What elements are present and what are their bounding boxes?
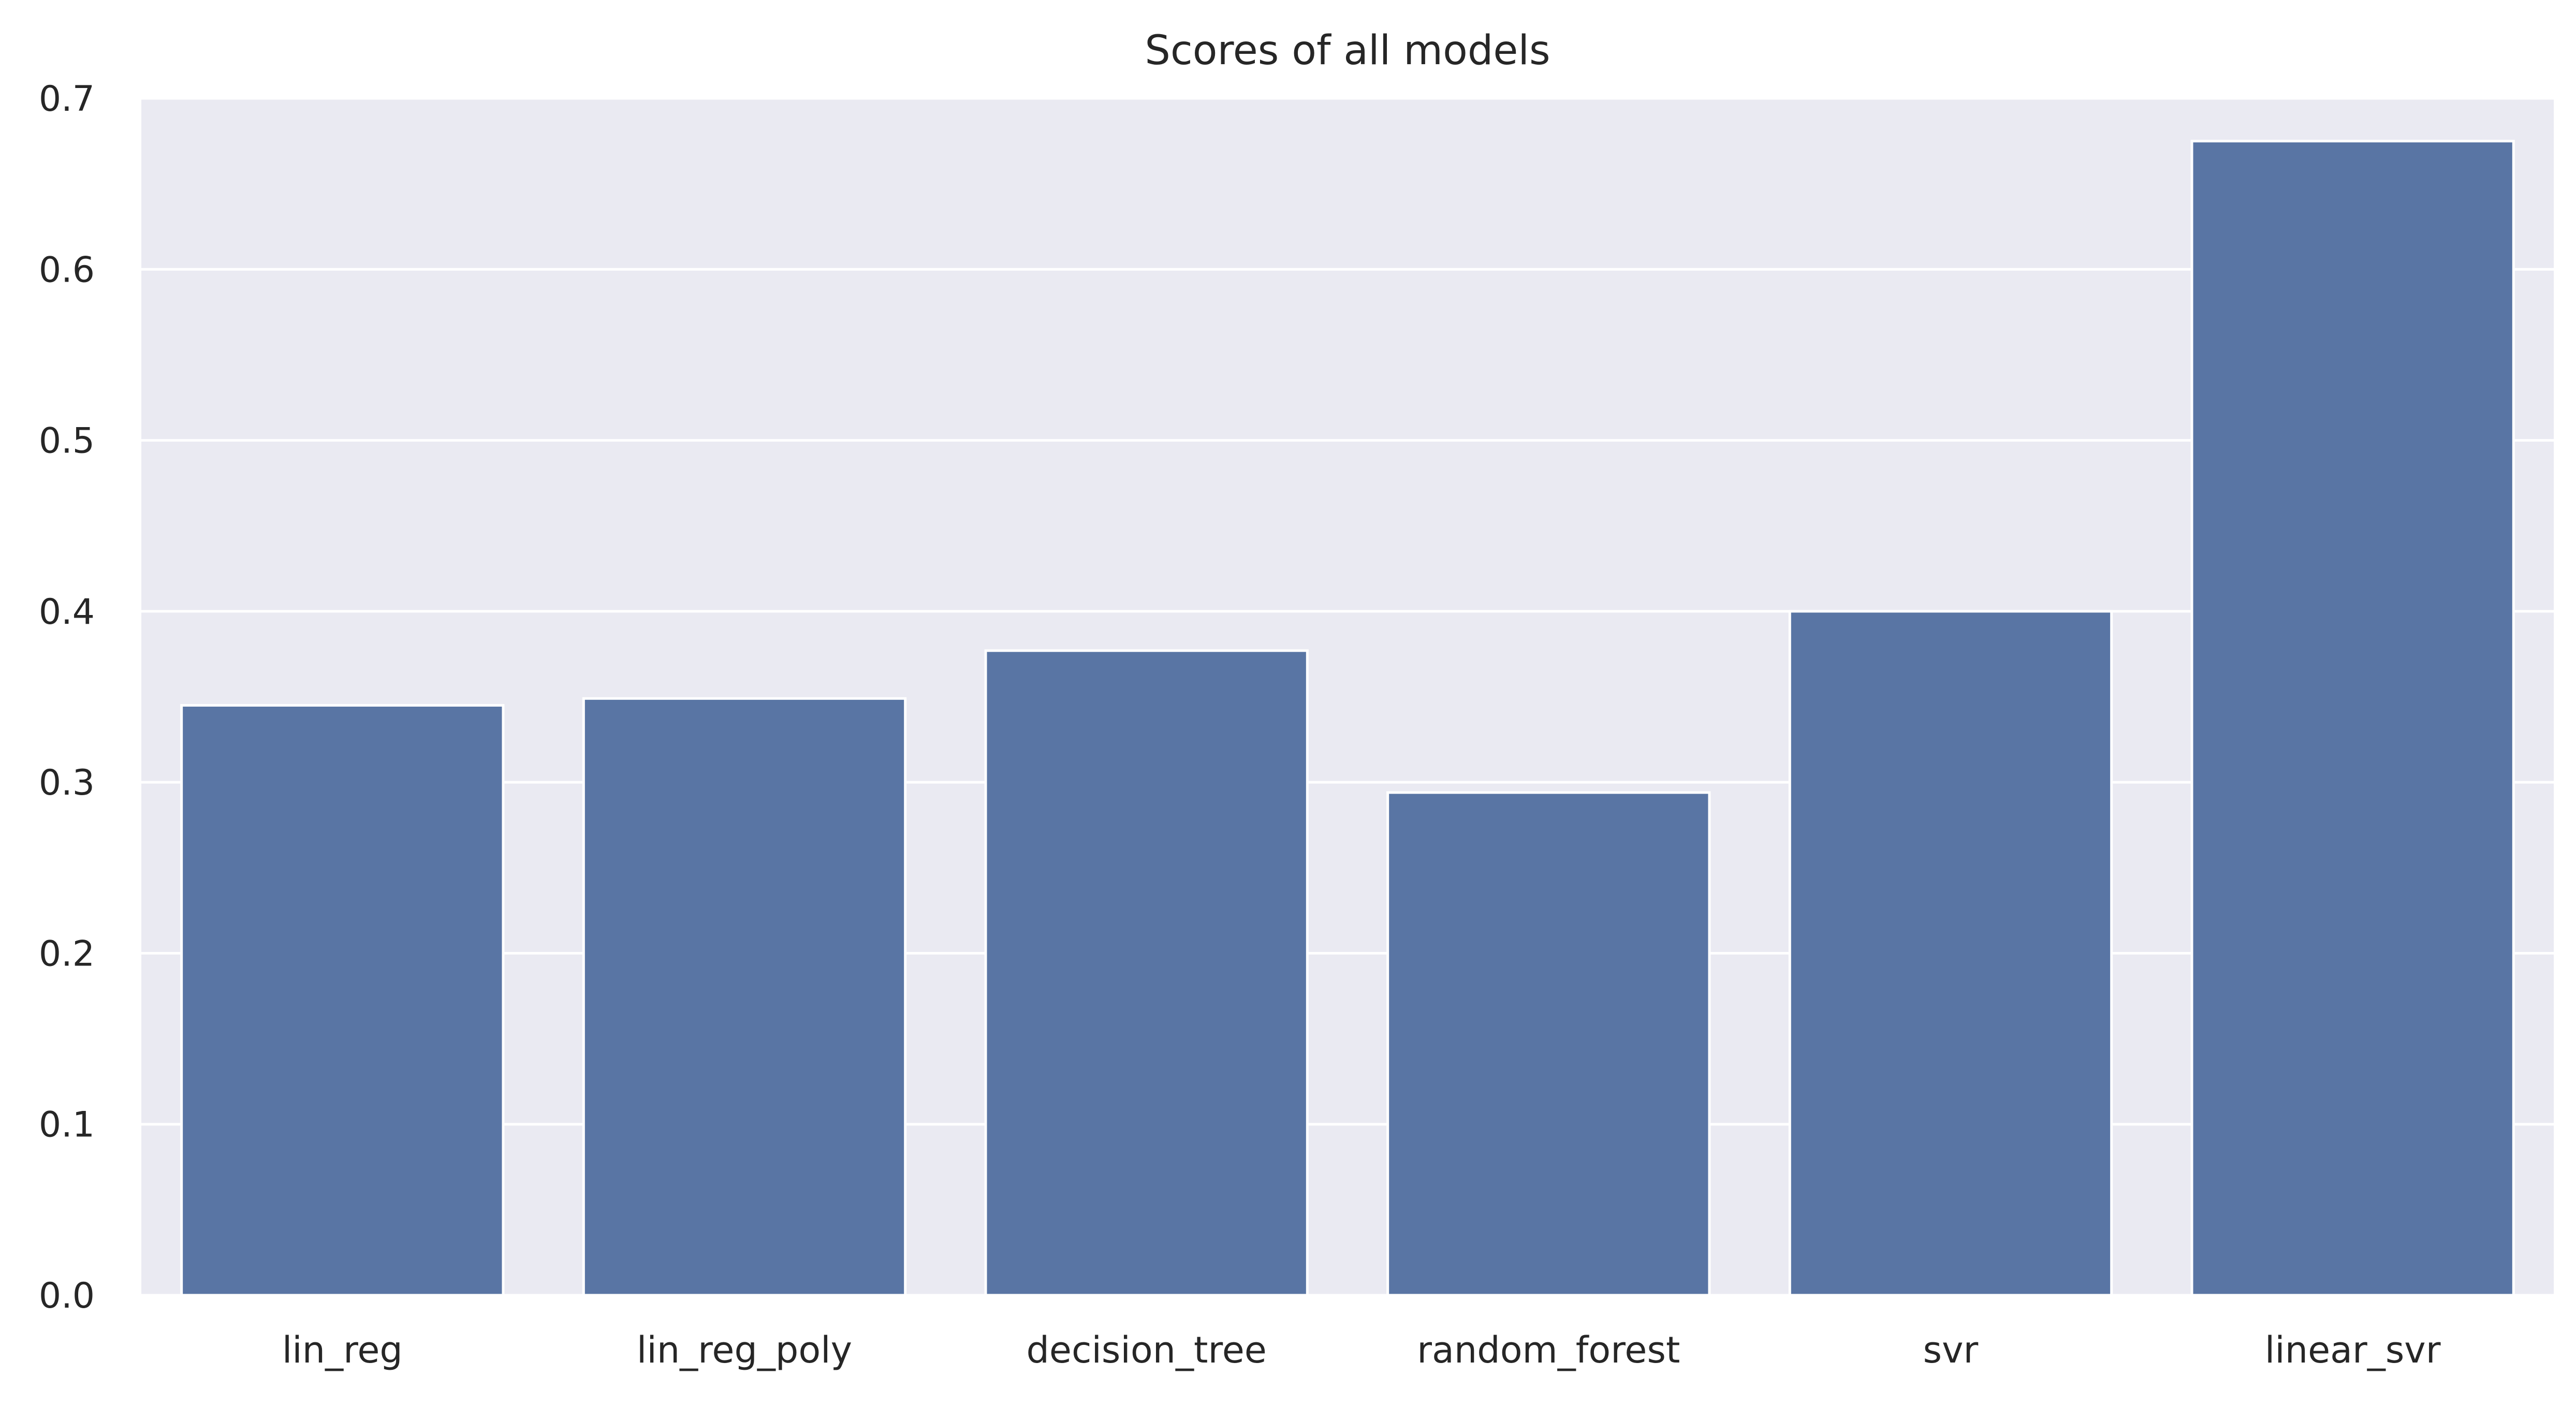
bar-lin-reg [180,704,505,1297]
bar-random-forest [1386,791,1711,1297]
x-tick-label: linear_svr [2265,1329,2441,1371]
y-tick-label: 0.7 [39,79,95,120]
bar-decision-tree [984,649,1309,1297]
y-tick-label: 0.5 [39,421,95,462]
bar-linear-svr [2190,140,2515,1297]
y-tick-label: 0.1 [39,1105,95,1146]
x-tick-label: lin_reg [282,1329,403,1371]
bar-svr [1788,610,2113,1297]
plot-area [141,98,2554,1295]
y-tick-label: 0.4 [39,592,95,633]
x-tick-label: lin_reg_poly [637,1329,852,1371]
y-axis-ticks: 0.0 0.1 0.2 0.3 0.4 0.5 0.6 0.7 [39,79,95,1316]
gridlines [141,97,2554,1297]
y-tick-label: 0.0 [39,1276,95,1316]
bar-lin-reg-poly [582,697,907,1297]
x-tick-label: random_forest [1417,1329,1680,1371]
bars [180,140,2515,1297]
x-tick-label: decision_tree [1026,1329,1266,1371]
y-tick-label: 0.6 [39,250,95,290]
y-tick-label: 0.3 [39,763,95,803]
x-tick-label: svr [1923,1329,1979,1371]
x-axis-ticks: lin_reg lin_reg_poly decision_tree random_f… [282,1329,2441,1371]
chart-title: Scores of all models [1145,27,1550,74]
y-tick-label: 0.2 [39,933,95,974]
